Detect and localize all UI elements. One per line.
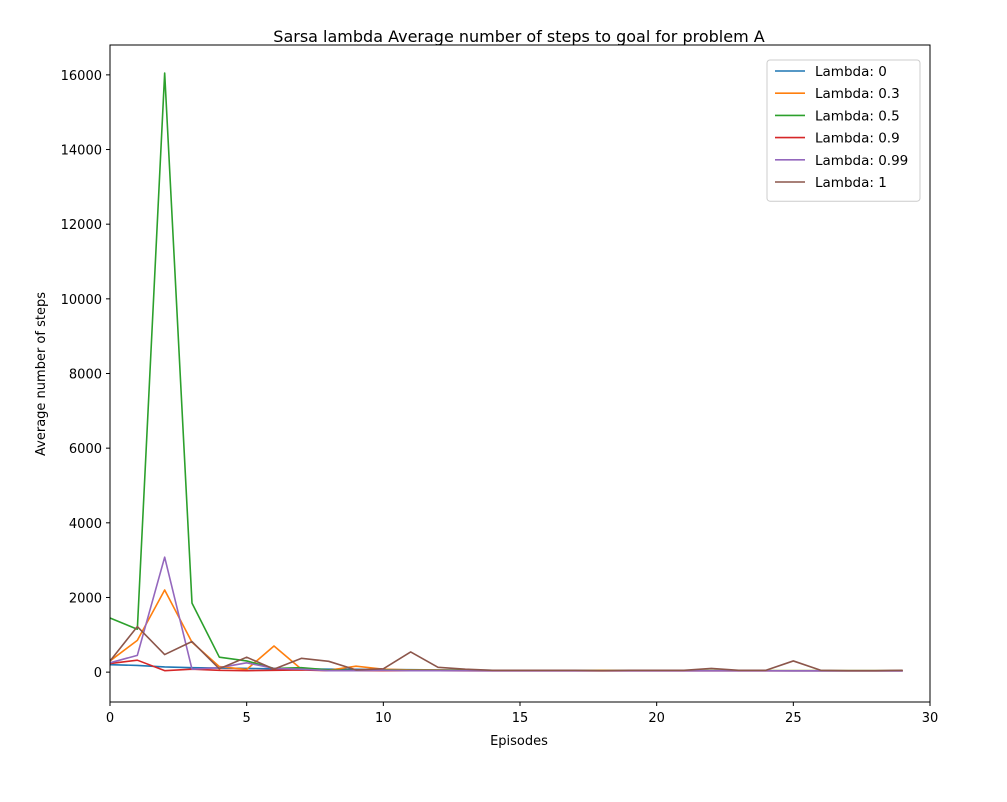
y-tick-label: 12000 (61, 218, 102, 233)
y-axis-label: Average number of steps (34, 292, 49, 456)
legend-label: Lambda: 0.9 (815, 131, 900, 147)
y-tick-label: 10000 (61, 293, 102, 308)
x-tick-label: 0 (106, 711, 114, 726)
y-tick-label: 6000 (69, 442, 102, 457)
y-tick-label: 0 (94, 666, 102, 681)
x-tick-label: 20 (648, 711, 665, 726)
y-tick-label: 4000 (69, 517, 102, 532)
legend-label: Lambda: 0.99 (815, 153, 908, 169)
legend-label: Lambda: 0.5 (815, 108, 900, 124)
y-tick-label: 14000 (61, 144, 102, 159)
legend-label: Lambda: 0.3 (815, 86, 900, 102)
x-tick-label: 15 (512, 711, 529, 726)
y-tick-label: 2000 (69, 591, 102, 606)
x-tick-label: 10 (375, 711, 392, 726)
x-tick-label: 5 (243, 711, 251, 726)
x-tick-label: 30 (922, 711, 939, 726)
y-tick-label: 16000 (61, 69, 102, 84)
chart-title: Sarsa lambda Average number of steps to … (273, 27, 764, 46)
legend-label: Lambda: 1 (815, 175, 887, 191)
x-axis-label: Episodes (490, 734, 548, 749)
y-tick-label: 8000 (69, 368, 102, 383)
legend-label: Lambda: 0 (815, 64, 887, 80)
x-tick-label: 25 (785, 711, 802, 726)
legend: Lambda: 0 Lambda: 0.3 Lambda: 0.5 Lambda: 0… (767, 60, 920, 201)
